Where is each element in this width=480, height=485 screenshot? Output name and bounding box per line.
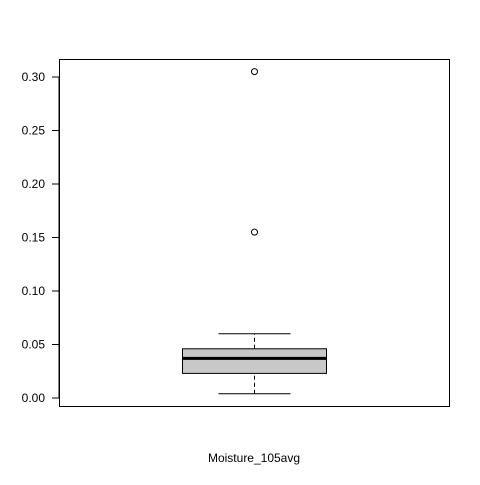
- outlier-point: [251, 228, 258, 236]
- y-tick-label: 0.05: [22, 338, 46, 352]
- y-tick-label: 0.25: [22, 124, 46, 138]
- box-group: [182, 68, 327, 395]
- y-axis: 0.00 0.05 0.10 0.15 0.20 0.25 0.30: [22, 70, 60, 405]
- y-tick-label: 0.30: [22, 70, 46, 84]
- y-tick-label: 0.15: [22, 231, 46, 245]
- iqr-box: [182, 348, 327, 374]
- x-axis-label: Moisture_105avg: [208, 451, 300, 465]
- y-tick-label: 0.20: [22, 177, 46, 191]
- y-tick-label: 0.00: [22, 391, 46, 405]
- outliers: [251, 68, 258, 236]
- y-tick-label: 0.10: [22, 284, 46, 298]
- outlier-point: [251, 68, 258, 76]
